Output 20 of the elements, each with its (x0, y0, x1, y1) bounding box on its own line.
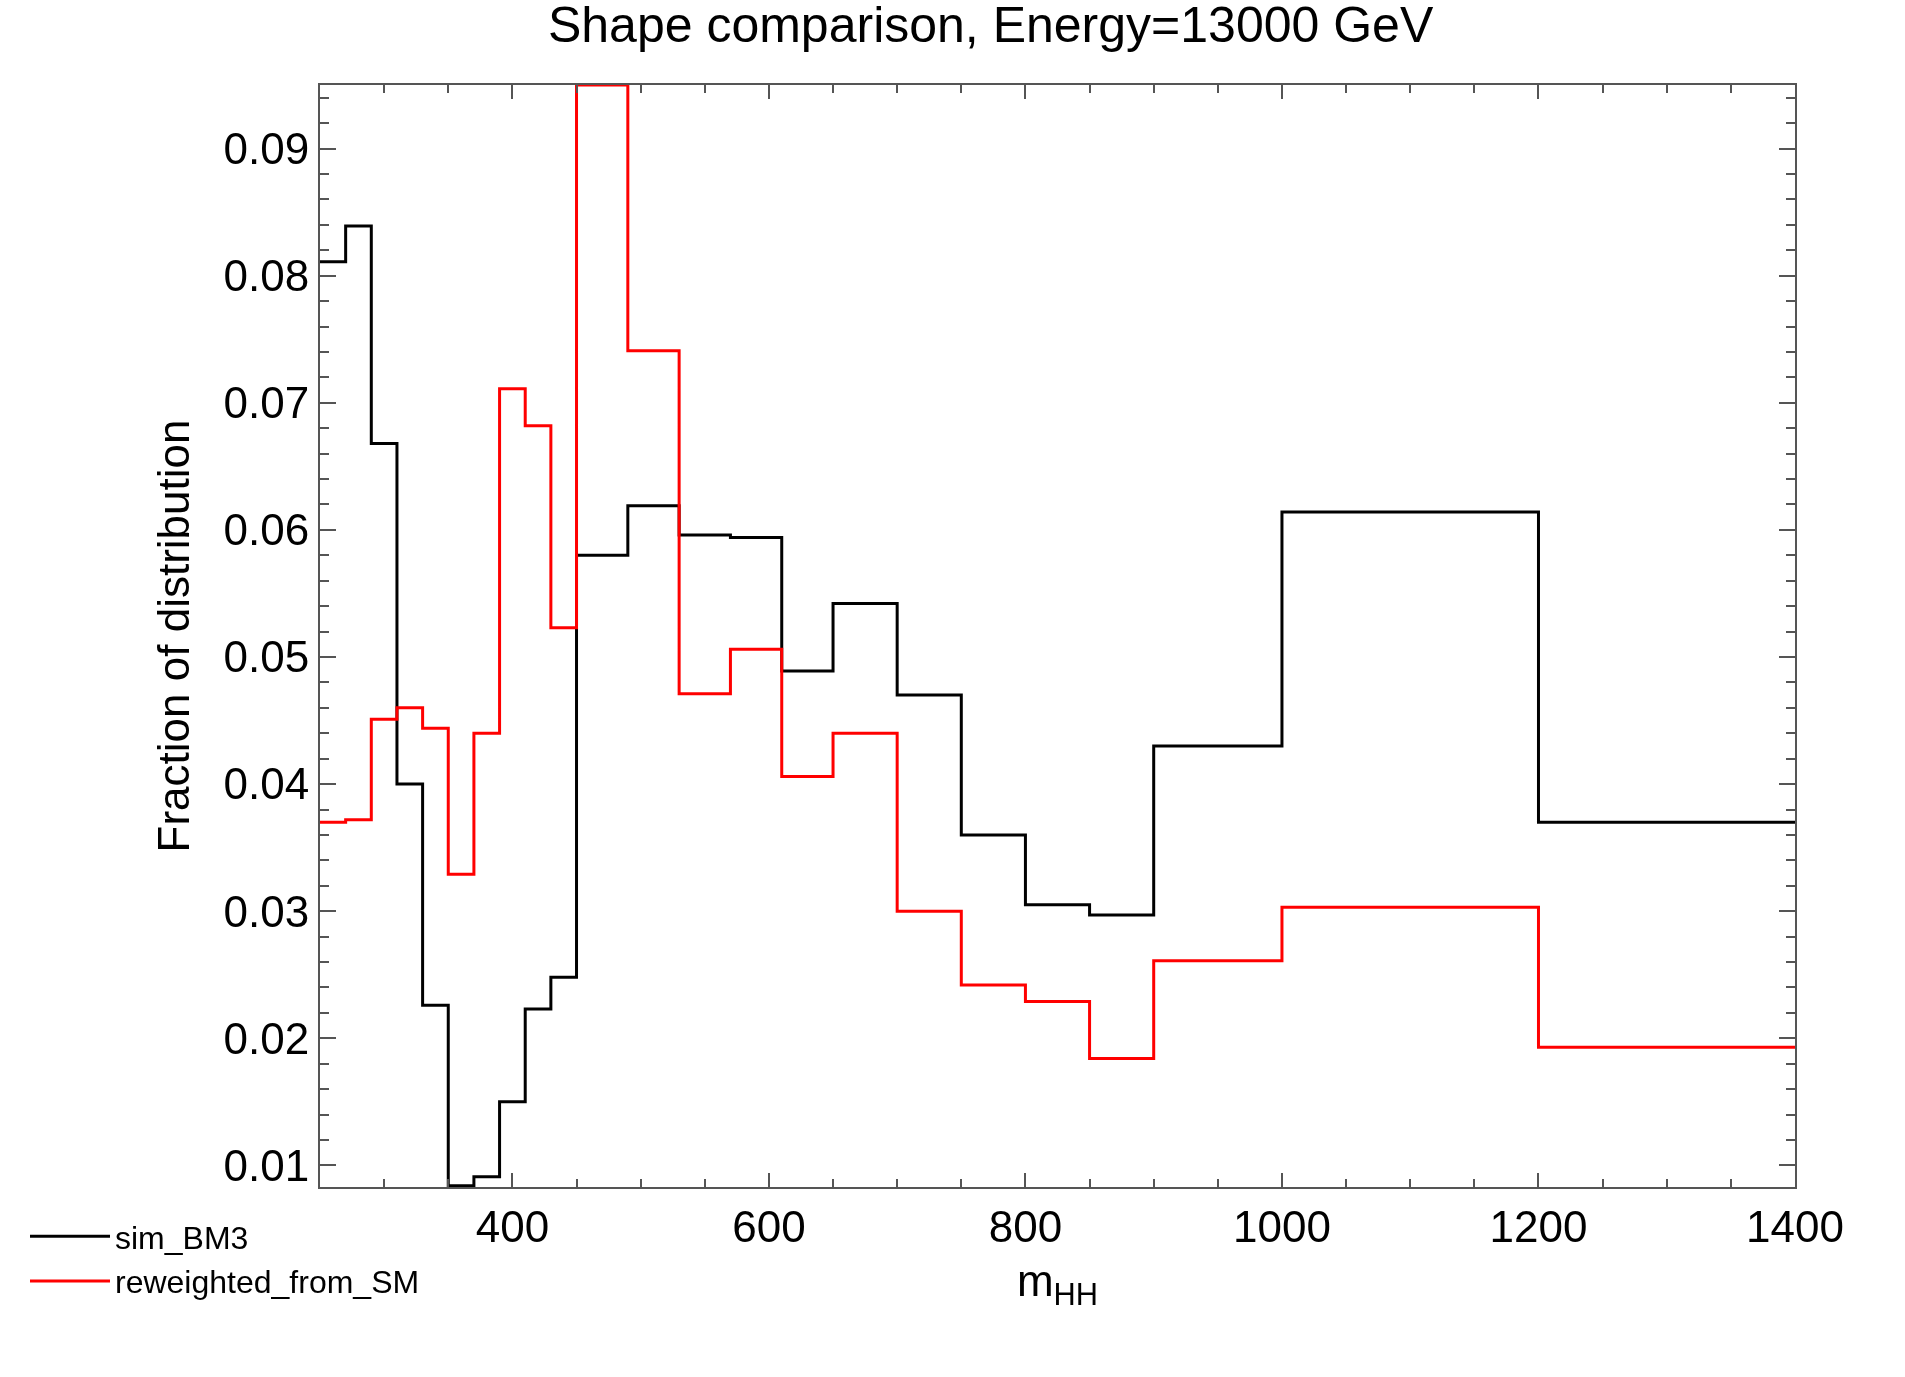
x-tick-label: 1200 (1489, 1201, 1588, 1251)
y-tick-label: 0.08 (223, 251, 310, 301)
legend-label: reweighted_from_SM (115, 1264, 420, 1301)
x-tick-label: 600 (732, 1201, 806, 1251)
x-tick-label: 1400 (1746, 1201, 1844, 1251)
chart-title: Shape comparison, Energy=13000 GeV (547, 0, 1434, 53)
legend-label: sim_BM3 (115, 1219, 249, 1256)
y-tick-label: 0.09 (223, 123, 310, 173)
x-tick-label: 1000 (1233, 1201, 1331, 1251)
x-tick-label: 400 (475, 1201, 550, 1251)
y-tick-label: 0.01 (223, 1140, 310, 1190)
x-axis-title: m$_{HH}$ (1016, 1255, 1099, 1312)
y-tick-label: 0.05 (223, 632, 310, 682)
y-tick-label: 0.03 (223, 886, 310, 936)
y-axis-title: Fraction of distribution (149, 419, 199, 853)
y-tick-label: 0.04 (223, 759, 310, 809)
y-tick-label: 0.07 (223, 378, 310, 428)
x-tick-label: 800 (988, 1201, 1063, 1251)
y-tick-label: 0.02 (223, 1013, 310, 1063)
y-tick-label: 0.06 (223, 505, 310, 555)
